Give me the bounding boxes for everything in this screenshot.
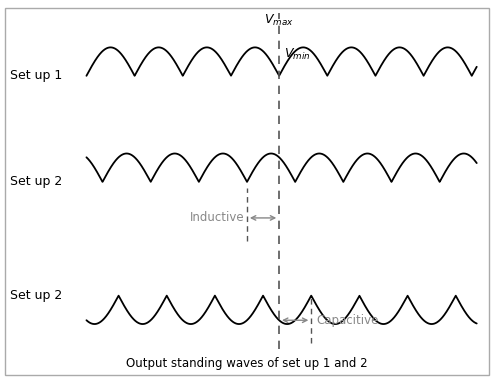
Text: Capacitive: Capacitive bbox=[316, 314, 378, 327]
Text: Inductive: Inductive bbox=[190, 211, 245, 224]
Text: Set up 2: Set up 2 bbox=[10, 175, 62, 188]
Text: Set up 1: Set up 1 bbox=[10, 69, 62, 82]
Text: Output standing waves of set up 1 and 2: Output standing waves of set up 1 and 2 bbox=[126, 357, 368, 370]
Text: $V_{max}$: $V_{max}$ bbox=[264, 13, 294, 28]
Text: $V_{min}$: $V_{min}$ bbox=[284, 47, 311, 63]
Text: Set up 2: Set up 2 bbox=[10, 289, 62, 302]
